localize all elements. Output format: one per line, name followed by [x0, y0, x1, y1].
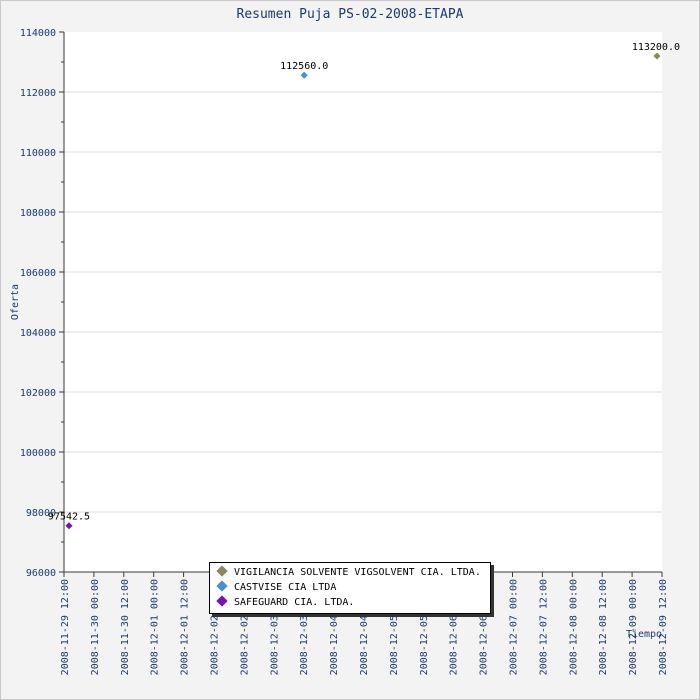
- x-tick-label: 2008-12-06 00:00: [449, 579, 460, 675]
- y-tick-label: 108000: [20, 208, 56, 219]
- legend-label-2: CASTVISE CIA LTDA: [234, 582, 337, 593]
- y-tick-label: 98000: [26, 508, 56, 519]
- y-tick-label: 96000: [26, 568, 56, 579]
- x-axis-label: Tiempo: [626, 629, 662, 640]
- x-tick-label: 2008-12-04 12:00: [359, 579, 370, 675]
- x-tick-label: 2008-12-08 12:00: [598, 579, 609, 675]
- y-tick-label: 102000: [20, 388, 56, 399]
- x-tick-label: 2008-12-02 00:00: [210, 579, 221, 675]
- y-tick-label: 110000: [20, 148, 56, 159]
- legend-label-1: VIGILANCIA SOLVENTE VIGSOLVENT CIA. LTDA…: [234, 567, 481, 578]
- x-tick-label: 2008-12-01 00:00: [150, 579, 161, 675]
- data-point-2: [300, 71, 308, 79]
- data-point-3: [65, 522, 73, 530]
- x-tick-label: 2008-12-03 00:00: [269, 579, 280, 675]
- x-tick-label: 2008-12-07 00:00: [509, 579, 520, 675]
- x-tick-label: 2008-12-02 12:00: [239, 579, 250, 675]
- y-tick-label: 100000: [20, 448, 56, 459]
- data-label-2: 112560.0: [280, 61, 328, 72]
- x-tick-label: 2008-12-04 00:00: [329, 579, 340, 675]
- legend-marker-1: [216, 565, 228, 577]
- x-tick-label: 2008-12-09 12:00: [658, 579, 669, 675]
- y-tick-label: 104000: [20, 328, 56, 339]
- plot-area: 96000 98000 100000 102000 104000 106000 108000…: [20, 28, 680, 675]
- y-axis-label: Oferta: [10, 284, 21, 320]
- chart-legend: VIGILANCIA SOLVENTE VIGSOLVENT CIA. LTDA…: [209, 562, 491, 614]
- x-tick-label: 2008-12-03 12:00: [299, 579, 310, 675]
- x-tick-label: 2008-12-01 12:00: [180, 579, 191, 675]
- x-tick-label: 2008-11-29 12:00: [60, 579, 71, 675]
- x-tick-label: 2008-12-07 12:00: [538, 579, 549, 675]
- x-tick-label: 2008-12-06 12:00: [479, 579, 490, 675]
- x-tick-label: 2008-12-08 00:00: [568, 579, 579, 675]
- legend-marker-2: [216, 580, 228, 592]
- data-label-3: 97542.5: [48, 512, 90, 523]
- y-tick-label: 112000: [20, 88, 56, 99]
- x-tick-label: 2008-11-30 12:00: [120, 579, 131, 675]
- x-tick-label: 2008-12-05 12:00: [419, 579, 430, 675]
- plot-background: [64, 32, 662, 572]
- y-tick-label: 106000: [20, 268, 56, 279]
- legend-entry-1: VIGILANCIA SOLVENTE VIGSOLVENT CIA. LTDA…: [216, 565, 481, 580]
- chart-title: Resumen Puja PS-02-2008-ETAPA: [237, 7, 464, 22]
- legend-entry-2: CASTVISE CIA LTDA: [216, 580, 337, 595]
- x-tick-label: 2008-12-05 00:00: [389, 579, 400, 675]
- legend-marker-3: [216, 595, 228, 607]
- legend-label-3: SAFEGUARD CIA. LTDA.: [234, 597, 355, 608]
- x-tick-label: 2008-12-09 00:00: [628, 579, 639, 675]
- data-point-1: [653, 52, 661, 60]
- legend-entry-3: SAFEGUARD CIA. LTDA.: [216, 595, 355, 610]
- x-tick-label: 2008-11-30 00:00: [90, 579, 101, 675]
- data-label-1: 113200.0: [632, 42, 680, 53]
- y-tick-label: 114000: [20, 28, 56, 39]
